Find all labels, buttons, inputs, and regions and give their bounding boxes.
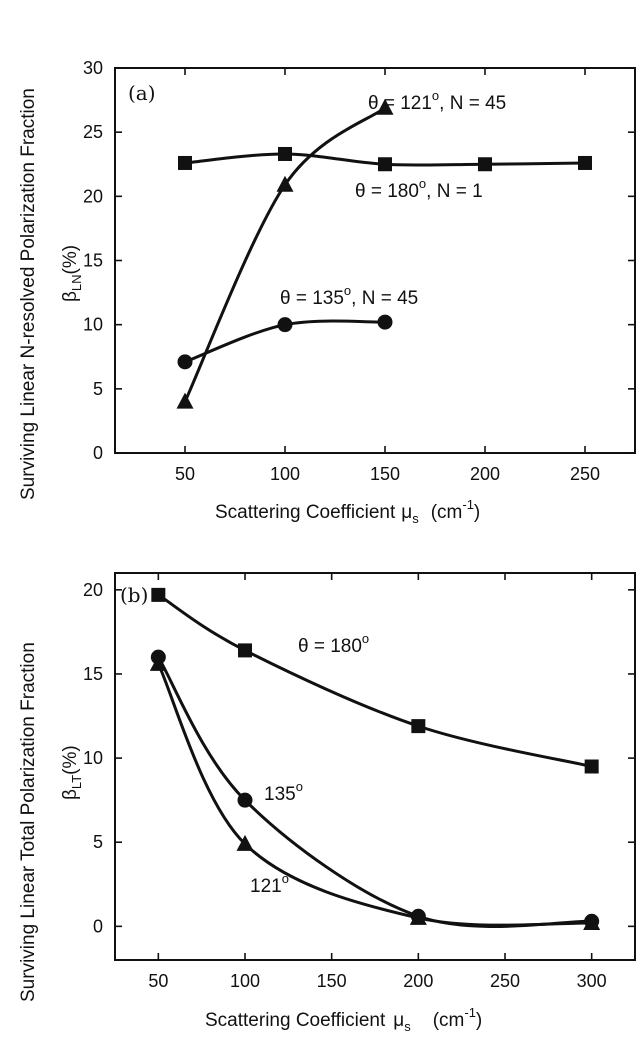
- fit-curve-triangle: [156, 663, 592, 927]
- x-tick-label: 250: [570, 464, 600, 484]
- x-tick-label: 250: [490, 971, 520, 991]
- annotation-121: 121o: [250, 871, 289, 897]
- y-tick-label: 0: [93, 916, 103, 936]
- y-tick-label: 15: [83, 251, 103, 271]
- y-tick-label: 5: [93, 832, 103, 852]
- fit-curve-square: [157, 593, 593, 768]
- panel-label-b: (b): [120, 583, 148, 607]
- data-point-square: [478, 157, 492, 172]
- annotation-theta-121-n45: θ = 121o, N = 45: [368, 88, 506, 114]
- annotation-135: 135o: [264, 779, 303, 805]
- data-point-square: [411, 719, 426, 734]
- x-tick-label: 200: [403, 971, 433, 991]
- data-point-square: [278, 146, 292, 161]
- data-point-triangle: [376, 98, 394, 115]
- x-tick-label: 150: [317, 971, 347, 991]
- data-point-square: [584, 759, 599, 774]
- x-axis-title-a: Scattering Coefficient μs (cm-1): [215, 497, 480, 526]
- y-tick-label: 30: [83, 58, 103, 78]
- x-tick-label: 100: [230, 971, 260, 991]
- y-tick-label: 10: [83, 748, 103, 768]
- data-point-square: [378, 157, 392, 172]
- x-tick-label: 300: [577, 971, 607, 991]
- x-axis-title-b: Scattering Coefficient μs (cm-1): [205, 1005, 482, 1034]
- x-tick-label: 50: [148, 971, 168, 991]
- panel-b: 50 100 150 200 250 300 0 5 10 15 20 (b) θ = 180o 1…: [18, 572, 636, 1034]
- data-point-square: [578, 155, 592, 170]
- y-axis-inner-title-b: βLT(%): [60, 745, 84, 800]
- y-axis-outer-title-b: Surviving Linear Total Polarization Frac…: [18, 642, 39, 1002]
- x-tick-label: 200: [470, 464, 500, 484]
- y-tick-label: 5: [93, 379, 103, 399]
- y-tick-label: 25: [83, 122, 103, 142]
- plot-frame-a: [114, 67, 636, 454]
- data-point-square: [151, 587, 166, 602]
- x-tick-label: 50: [175, 464, 195, 484]
- data-point-square: [178, 155, 192, 170]
- data-point-triangle: [236, 834, 254, 851]
- y-tick-label: 0: [93, 443, 103, 463]
- x-tick-label: 150: [370, 464, 400, 484]
- x-tick-label: 100: [270, 464, 300, 484]
- annotation-theta-135-n45: θ = 135o, N = 45: [280, 283, 418, 309]
- data-point-triangle: [409, 908, 427, 925]
- annotation-theta-180: θ = 180o: [298, 631, 369, 657]
- panel-label-a: (a): [128, 81, 156, 105]
- data-point-square: [238, 643, 252, 658]
- panel-a: 50 100 150 200 250 0 5 10 15 20 25 30 (a) θ = 121o,…: [18, 58, 636, 526]
- data-point-circle: [237, 792, 253, 808]
- data-point-circle: [177, 354, 193, 370]
- annotation-theta-180-n1: θ = 180o, N = 1: [355, 176, 483, 202]
- y-tick-label: 20: [83, 580, 103, 600]
- data-point-triangle: [583, 913, 601, 930]
- y-axis-outer-title-a: Surviving Linear N-resolved Polarization…: [18, 88, 39, 500]
- y-axis-inner-title-a: βLN(%): [60, 245, 84, 302]
- data-point-triangle: [149, 654, 167, 671]
- y-tick-label: 10: [83, 315, 103, 335]
- data-point-triangle: [176, 392, 194, 409]
- y-tick-label: 15: [83, 664, 103, 684]
- y-tick-label: 20: [83, 186, 103, 206]
- data-point-circle: [377, 314, 393, 330]
- plot-frame-b: [114, 572, 636, 961]
- data-point-circle: [277, 317, 293, 333]
- data-point-triangle: [276, 175, 294, 192]
- fit-curve-circle: [157, 656, 592, 928]
